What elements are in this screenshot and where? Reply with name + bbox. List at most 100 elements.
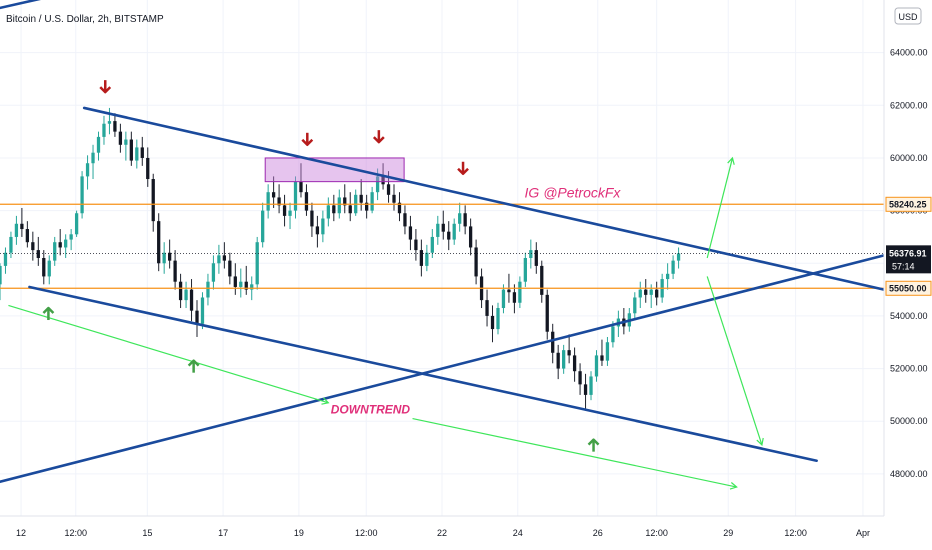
candle-body [556, 352, 560, 369]
last-price-tag [886, 245, 931, 274]
candle-body [572, 355, 577, 372]
candle-body [545, 294, 549, 332]
candle-body [348, 205, 352, 214]
resistance-zone [264, 157, 405, 183]
candle-body [655, 289, 659, 298]
candle-body [266, 192, 270, 211]
candle-body [239, 281, 243, 287]
candle-body [282, 205, 287, 216]
resistance-box [264, 157, 405, 183]
candle-body [299, 181, 303, 193]
candle-body [485, 300, 489, 316]
candle-body [271, 192, 276, 198]
candle-body [74, 213, 79, 235]
candle-body [3, 252, 8, 266]
candle-body [222, 255, 227, 261]
candle-body [211, 263, 216, 282]
candle-body [146, 157, 150, 180]
candle-body [671, 260, 675, 274]
candle-body [14, 223, 19, 237]
candle-body [173, 260, 177, 282]
x-tick-label: 29 [723, 528, 733, 538]
candle-body [102, 123, 106, 137]
projection-line [706, 276, 763, 446]
candle-body [31, 242, 35, 251]
candle-body [178, 281, 183, 301]
x-tick-label: 22 [437, 528, 447, 538]
candle-body [261, 210, 265, 243]
candle-body [47, 260, 51, 277]
candle-body [107, 121, 112, 124]
candle-body [80, 176, 84, 214]
candle-body [0, 265, 2, 285]
x-axis-panel [0, 516, 932, 550]
candle-body [370, 192, 374, 211]
x-tick-label: 24 [513, 528, 523, 538]
y-tick-label: 64000.00 [890, 48, 928, 58]
x-tick-label: 12:00 [784, 528, 807, 538]
candle-body [633, 297, 637, 314]
candle-body [343, 197, 347, 206]
candle-body [452, 223, 456, 240]
down-arrow-icon [372, 136, 385, 144]
candle-body [277, 197, 281, 206]
candle-body [20, 223, 24, 230]
candle-body [217, 255, 221, 264]
candle-body [397, 202, 402, 214]
candle-body [189, 289, 194, 311]
projection-line [412, 418, 737, 488]
x-tick-label: 12:00 [355, 528, 378, 538]
annotations: IG @PetrockFx DOWNTREND [331, 184, 622, 416]
candle-body [386, 184, 391, 195]
candle-body [184, 289, 188, 301]
candle-body [228, 260, 232, 277]
candle-body [551, 331, 555, 353]
candle-body [359, 194, 363, 203]
candle-body [64, 239, 68, 248]
candle-body [425, 252, 429, 266]
candle-body [315, 226, 320, 235]
candle-body [518, 281, 522, 303]
candle-body [430, 236, 434, 253]
candle-body [419, 250, 424, 266]
candle-body [441, 223, 445, 232]
candle-body [200, 297, 205, 324]
candle-body [293, 181, 298, 211]
candle-body [381, 176, 385, 185]
candle-body [507, 289, 511, 293]
candle-countdown: 57:14 [892, 261, 915, 271]
candle-body [676, 253, 681, 261]
price-level-tag [885, 280, 932, 296]
y-tick-label: 62000.00 [890, 100, 928, 110]
downtrend-annotation: DOWNTREND [331, 402, 411, 416]
down-arrow-icon [457, 167, 469, 176]
candle-body [113, 121, 117, 132]
candle-body [649, 289, 653, 295]
candle-body [447, 231, 451, 240]
candle-body [58, 242, 62, 248]
price-level-lines [0, 203, 884, 289]
candlestick-series [0, 107, 681, 411]
candle-body [458, 213, 462, 224]
candle-body [36, 250, 40, 258]
candle-body [85, 163, 90, 177]
candle-body [244, 281, 248, 290]
candle-body [600, 355, 604, 361]
projection-arrowhead [321, 397, 330, 405]
candle-body [512, 292, 517, 303]
trendline-descending-upper [82, 106, 886, 291]
candle-body [501, 289, 506, 309]
candle-body [523, 258, 527, 282]
candle-body [288, 210, 292, 216]
candle-body [206, 281, 210, 298]
y-tick-label: 54000.00 [890, 311, 928, 321]
candle-body [529, 250, 533, 258]
down-arrow-icon [301, 138, 314, 147]
y-tick-label: 50000.00 [890, 416, 928, 426]
candle-body [665, 273, 670, 280]
candle-body [562, 350, 566, 369]
candle-body [403, 213, 407, 227]
candle-body [195, 310, 199, 324]
candle-body [436, 223, 440, 237]
